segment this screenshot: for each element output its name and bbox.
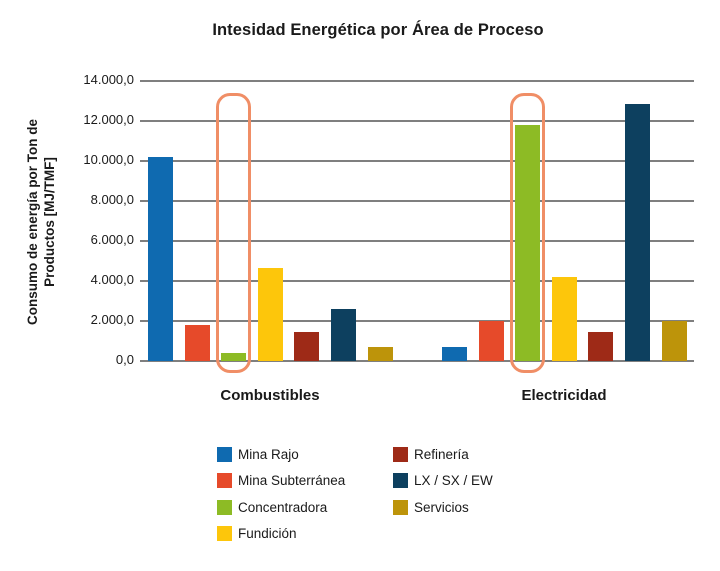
- bar-concentradora-electricidad: [515, 125, 540, 361]
- gridline-14000-0: [140, 80, 694, 82]
- legend-label-concentradora: Concentradora: [238, 499, 328, 515]
- bar-refiner-a-electricidad: [588, 332, 613, 361]
- highlight-annotation-combustibles: [216, 93, 251, 373]
- chart-title: Intesidad Energética por Área de Proceso: [212, 21, 544, 39]
- y-tick-label: 0,0: [115, 352, 134, 367]
- legend-label-mina-rajo: Mina Rajo: [238, 446, 299, 462]
- legend-label-fundici-n: Fundición: [238, 526, 297, 542]
- gridline-8000-0: [140, 200, 694, 202]
- gridline-10000-0: [140, 160, 694, 162]
- bar-fundici-n-combustibles: [258, 268, 283, 361]
- legend-item-servicios: Servicios: [393, 494, 493, 521]
- bar-mina-subterr-nea-combustibles: [185, 325, 210, 361]
- gridline-6000-0: [140, 240, 694, 242]
- legend-item-mina-subterr-nea: Mina Subterránea: [217, 468, 345, 495]
- highlight-annotation-electricidad: [510, 93, 545, 373]
- legend-label-refiner-a: Refinería: [414, 446, 469, 462]
- bar-fundici-n-electricidad: [552, 277, 577, 361]
- y-tick-label: 10.000,0: [83, 152, 134, 167]
- y-tick-label: 4.000,0: [90, 272, 134, 287]
- y-tick-label: 6.000,0: [90, 232, 134, 247]
- legend-swatch-refiner-a: [393, 446, 408, 462]
- bar-servicios-combustibles: [368, 347, 393, 361]
- bar-lx-sx-ew-electricidad: [625, 104, 650, 361]
- category-label-combustibles: Combustibles: [220, 387, 320, 404]
- legend-swatch-mina-subterr-nea: [217, 473, 232, 489]
- gridline-12000-0: [140, 120, 694, 122]
- legend-column-1: Mina Rajo Mina Subterránea Concentradora Fu…: [217, 441, 345, 547]
- legend-swatch-servicios: [393, 499, 408, 515]
- legend-swatch-mina-rajo: [217, 446, 232, 462]
- bar-lx-sx-ew-combustibles: [331, 309, 356, 361]
- legend-swatch-concentradora: [217, 499, 232, 515]
- gridline-0-0: [140, 360, 694, 362]
- legend-label-servicios: Servicios: [414, 499, 469, 515]
- bar-refiner-a-combustibles: [294, 332, 319, 361]
- y-tick-label: 14.000,0: [83, 72, 134, 87]
- legend-column-2: Refinería LX / SX / EW Servicios: [393, 441, 493, 521]
- gridline-4000-0: [140, 280, 694, 282]
- legend-item-fundici-n: Fundición: [217, 521, 345, 548]
- legend-label-lx-sx-ew: LX / SX / EW: [414, 473, 493, 489]
- bar-concentradora-combustibles: [221, 353, 246, 361]
- legend-swatch-fundici-n: [217, 526, 232, 542]
- legend-item-mina-rajo: Mina Rajo: [217, 441, 345, 468]
- legend-item-refiner-a: Refinería: [393, 441, 493, 468]
- bar-mina-rajo-electricidad: [442, 347, 467, 361]
- bar-mina-rajo-combustibles: [148, 157, 173, 361]
- legend-label-mina-subterr-nea: Mina Subterránea: [238, 473, 346, 489]
- legend-swatch-lx-sx-ew: [393, 473, 408, 489]
- y-tick-label: 8.000,0: [90, 192, 134, 207]
- plot-area: 0,0 2.000,0 4.000,0 6.000,0 8.000,0 10.000,0 1…: [83, 72, 694, 404]
- y-tick-label: 2.000,0: [90, 312, 134, 327]
- bar-mina-subterr-nea-electricidad: [479, 321, 504, 361]
- bar-servicios-electricidad: [662, 321, 687, 361]
- legend-item-concentradora: Concentradora: [217, 494, 345, 521]
- category-label-electricidad: Electricidad: [521, 387, 607, 404]
- y-tick-label: 12.000,0: [83, 112, 134, 127]
- gridline-2000-0: [140, 320, 694, 322]
- legend-item-lx-sx-ew: LX / SX / EW: [393, 468, 493, 495]
